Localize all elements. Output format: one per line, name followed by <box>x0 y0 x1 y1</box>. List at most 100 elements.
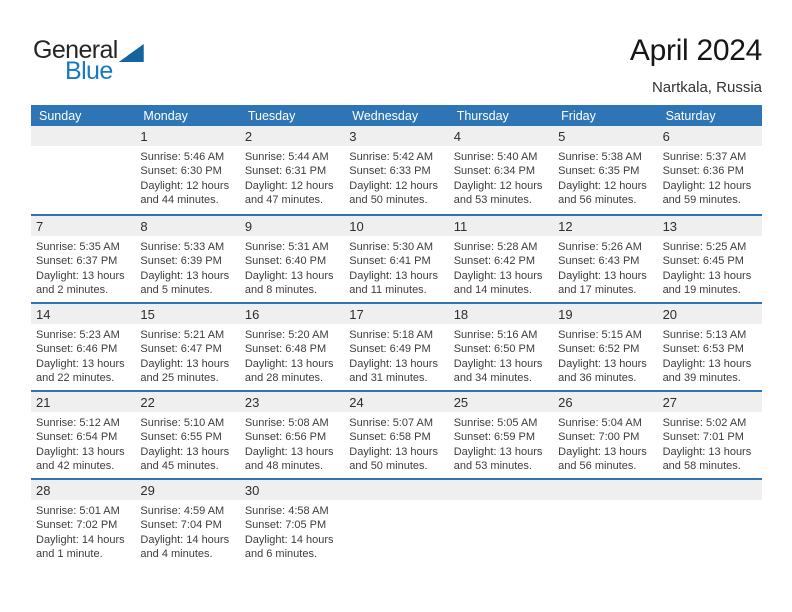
day-detail-line: Sunrise: 5:23 AM <box>36 329 120 341</box>
day-cell: 30 Sunrise: 4:58 AM Sunset: 7:05 PM Dayligh… <box>239 480 345 566</box>
day-cell: 12 Sunrise: 5:26 AM Sunset: 6:43 PM Dayligh… <box>553 216 658 302</box>
day-number: 7 <box>31 216 136 236</box>
day-cell: 23 Sunrise: 5:08 AM Sunset: 6:56 PM Dayligh… <box>239 392 345 478</box>
day-number: 12 <box>553 216 658 236</box>
day-detail-line: Sunset: 6:54 PM <box>36 431 118 444</box>
day-details: Sunrise: 5:16 AM Sunset: 6:50 PM Daylight:… <box>449 324 553 386</box>
day-detail-line: Daylight: 13 hours <box>349 445 438 458</box>
day-number: 14 <box>31 304 136 324</box>
day-detail-line: Daylight: 13 hours <box>662 269 752 282</box>
day-number: 24 <box>344 392 449 412</box>
day-details: Sunrise: 5:35 AM Sunset: 6:37 PM Daylight:… <box>31 236 135 298</box>
day-details: Sunrise: 5:44 AM Sunset: 6:31 PM Daylight:… <box>240 146 344 208</box>
day-detail-line: Sunset: 6:48 PM <box>244 343 327 356</box>
day-cell: 10 Sunrise: 5:30 AM Sunset: 6:41 PM Dayligh… <box>344 216 449 302</box>
day-detail-line: Daylight: 13 hours <box>662 445 752 458</box>
day-detail-line: and 44 minutes. <box>140 194 219 207</box>
day-number: 28 <box>31 480 136 500</box>
day-cell: 16 Sunrise: 5:20 AM Sunset: 6:48 PM Dayligh… <box>239 304 345 390</box>
day-cell: 20 Sunrise: 5:13 AM Sunset: 6:53 PM Dayligh… <box>657 304 762 390</box>
day-detail-line: and 19 minutes. <box>662 284 741 297</box>
day-details: Sunrise: 5:21 AM Sunset: 6:47 PM Daylight:… <box>135 324 239 386</box>
day-detail-line: Daylight: 13 hours <box>140 269 230 282</box>
day-cell: 6 Sunrise: 5:37 AM Sunset: 6:36 PM Daylight… <box>657 126 762 214</box>
day-detail-line: Daylight: 14 hours <box>36 533 125 546</box>
day-detail-line: Daylight: 14 hours <box>244 533 334 546</box>
day-detail-line: and 22 minutes. <box>36 372 115 385</box>
day-number <box>344 480 449 500</box>
day-detail-line: and 5 minutes. <box>140 284 213 297</box>
day-detail-line: Sunrise: 5:20 AM <box>244 329 329 341</box>
day-details: Sunrise: 5:20 AM Sunset: 6:48 PM Daylight:… <box>240 324 344 386</box>
day-detail-line: and 11 minutes. <box>349 284 427 297</box>
day-detail-line: and 48 minutes. <box>244 460 324 473</box>
day-detail-line: and 4 minutes. <box>140 548 213 561</box>
day-number: 5 <box>553 126 658 146</box>
day-detail-line: and 53 minutes. <box>453 460 532 473</box>
day-detail-line: and 31 minutes. <box>349 372 428 385</box>
day-detail-line: and 45 minutes. <box>140 460 219 473</box>
day-number: 1 <box>135 126 240 146</box>
logo-text-general: General <box>33 36 118 64</box>
day-number: 3 <box>344 126 449 146</box>
day-cell: 18 Sunrise: 5:16 AM Sunset: 6:50 PM Dayligh… <box>448 304 554 390</box>
day-cell: 11 Sunrise: 5:28 AM Sunset: 6:42 PM Dayligh… <box>448 216 554 302</box>
day-detail-line: Sunrise: 5:28 AM <box>453 241 538 253</box>
day-detail-line: Sunset: 6:39 PM <box>140 255 222 268</box>
day-number <box>657 480 762 500</box>
day-detail-line: Daylight: 12 hours <box>244 179 334 192</box>
day-detail-line: Daylight: 13 hours <box>453 445 543 458</box>
day-detail-line: Sunset: 6:58 PM <box>349 431 431 444</box>
day-number: 10 <box>344 216 449 236</box>
day-detail-line: and 6 minutes. <box>244 548 317 561</box>
day-details: Sunrise: 5:37 AM Sunset: 6:36 PM Daylight:… <box>658 146 762 208</box>
day-number: 11 <box>448 216 554 236</box>
day-detail-line: Sunset: 7:00 PM <box>558 431 640 444</box>
day-detail-line: and 42 minutes. <box>36 460 115 473</box>
day-number: 6 <box>657 126 762 146</box>
day-detail-line: and 50 minutes. <box>349 194 428 207</box>
day-detail-line: and 56 minutes. <box>558 460 637 473</box>
day-detail-line: Sunset: 6:49 PM <box>349 343 431 356</box>
day-detail-line: Sunrise: 5:46 AM <box>140 151 225 163</box>
day-detail-line: Sunrise: 5:25 AM <box>662 241 747 253</box>
day-detail-line: and 1 minute. <box>36 548 103 561</box>
day-details: Sunrise: 5:40 AM Sunset: 6:34 PM Daylight:… <box>449 146 553 208</box>
day-detail-line: Sunset: 6:36 PM <box>662 165 744 178</box>
day-cell: 24 Sunrise: 5:07 AM Sunset: 6:58 PM Dayligh… <box>344 392 449 478</box>
day-detail-line: Sunrise: 5:15 AM <box>558 329 642 341</box>
day-detail-line: Sunrise: 5:40 AM <box>453 151 538 163</box>
empty-day-cell <box>344 480 449 566</box>
day-detail-line: Daylight: 13 hours <box>36 357 125 370</box>
day-detail-line: Sunrise: 5:05 AM <box>453 417 538 429</box>
day-details <box>658 500 762 504</box>
day-detail-line: Sunset: 6:53 PM <box>662 343 744 356</box>
day-number: 16 <box>239 304 345 324</box>
day-detail-line: Sunset: 6:56 PM <box>244 431 327 444</box>
empty-day-cell <box>553 480 658 566</box>
day-detail-line: Sunrise: 5:16 AM <box>453 329 538 341</box>
day-detail-line: Sunrise: 5:07 AM <box>349 417 434 429</box>
day-details: Sunrise: 4:58 AM Sunset: 7:05 PM Daylight:… <box>240 500 344 562</box>
day-number: 20 <box>657 304 762 324</box>
week-row: 28 Sunrise: 5:01 AM Sunset: 7:02 PM Dayligh… <box>31 478 762 566</box>
day-detail-line: Sunrise: 5:13 AM <box>662 329 747 341</box>
day-cell: 15 Sunrise: 5:21 AM Sunset: 6:47 PM Dayligh… <box>135 304 240 390</box>
day-detail-line: Sunrise: 5:38 AM <box>558 151 642 163</box>
day-cell: 5 Sunrise: 5:38 AM Sunset: 6:35 PM Daylight… <box>553 126 658 214</box>
day-number <box>553 480 658 500</box>
day-details: Sunrise: 5:28 AM Sunset: 6:42 PM Daylight:… <box>449 236 553 298</box>
empty-day-cell <box>31 126 136 214</box>
day-number <box>31 126 136 146</box>
day-details <box>449 500 553 504</box>
day-details: Sunrise: 5:08 AM Sunset: 6:56 PM Daylight:… <box>240 412 344 474</box>
day-detail-line: Daylight: 13 hours <box>140 445 230 458</box>
day-detail-line: and 28 minutes. <box>244 372 324 385</box>
day-detail-line: and 36 minutes. <box>558 372 637 385</box>
weekday-header: Tuesday <box>247 108 296 123</box>
day-detail-line: Sunset: 6:45 PM <box>662 255 744 268</box>
day-details: Sunrise: 5:18 AM Sunset: 6:49 PM Daylight:… <box>344 324 448 386</box>
day-detail-line: Daylight: 13 hours <box>36 269 125 282</box>
day-detail-line: Daylight: 13 hours <box>349 357 438 370</box>
day-detail-line: Sunset: 6:50 PM <box>453 343 536 356</box>
